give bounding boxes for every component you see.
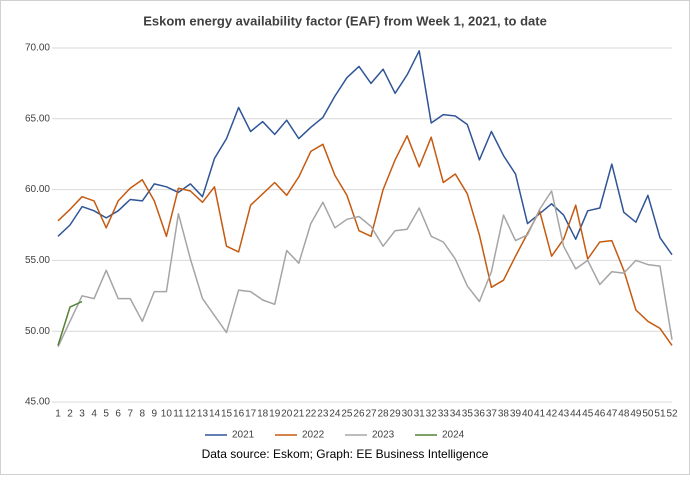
x-tick-label: 43 [558,409,570,420]
x-tick-label: 22 [305,409,317,420]
x-tick-label: 21 [293,409,305,420]
x-tick-label: 52 [666,409,678,420]
legend-label: 2021 [232,430,255,441]
y-tick-label: 65.00 [25,113,50,124]
x-tick-label: 6 [115,409,121,420]
x-tick-label: 14 [209,409,221,420]
x-tick-label: 49 [630,409,642,420]
x-tick-label: 17 [245,409,257,420]
x-tick-label: 46 [594,409,606,420]
x-tick-label: 18 [257,409,269,420]
x-tick-label: 45 [582,409,594,420]
y-tick-label: 50.00 [25,326,50,337]
x-tick-label: 3 [79,409,85,420]
x-tick-label: 23 [317,409,329,420]
y-tick-label: 60.00 [25,184,50,195]
x-tick-label: 8 [139,409,145,420]
chart-title: Eskom energy availability factor (EAF) f… [143,13,547,28]
series-line [57,50,673,256]
legend-label: 2023 [372,430,395,441]
x-tick-label: 26 [353,409,365,420]
x-tick-label: 44 [570,409,582,420]
x-tick-label: 7 [127,409,133,420]
x-tick-label: 4 [91,409,97,420]
x-tick-label: 20 [281,409,293,420]
x-tick-label: 2 [67,409,73,420]
x-tick-label: 50 [642,409,654,420]
x-tick-label: 12 [185,409,197,420]
series-line [57,300,83,346]
x-tick-label: 30 [402,409,414,420]
x-tick-label: 42 [546,409,558,420]
x-tick-label: 29 [390,409,402,420]
x-tick-label: 5 [103,409,109,420]
x-tick-label: 32 [426,409,438,420]
x-tick-label: 35 [462,409,474,420]
x-tick-label: 34 [450,409,462,420]
x-tick-label: 28 [377,409,389,420]
source-note: Data source: Eskom; Graph: EE Business I… [202,447,489,461]
x-tick-label: 19 [269,409,281,420]
legend-label: 2022 [302,430,325,441]
x-tick-label: 11 [173,409,184,420]
x-tick-label: 31 [414,409,426,420]
x-tick-label: 40 [522,409,534,420]
x-tick-label: 47 [606,409,618,420]
x-tick-label: 48 [618,409,630,420]
series-line [57,135,673,346]
x-tick-label: 9 [152,409,158,420]
x-tick-label: 25 [341,409,353,420]
x-tick-label: 16 [233,409,245,420]
x-tick-label: 36 [474,409,486,420]
x-tick-label: 33 [438,409,450,420]
legend-label: 2024 [442,430,465,441]
x-tick-label: 13 [197,409,209,420]
x-tick-label: 41 [534,409,546,420]
y-tick-label: 70.00 [25,43,50,54]
x-tick-label: 24 [329,409,341,420]
x-tick-label: 38 [498,409,510,420]
x-tick-label: 27 [365,409,377,420]
series-line [57,190,673,348]
x-tick-label: 10 [161,409,173,420]
x-tick-label: 51 [654,409,666,420]
x-tick-label: 39 [510,409,522,420]
x-tick-label: 15 [221,409,233,420]
y-tick-label: 55.00 [25,255,50,266]
x-tick-label: 1 [55,409,61,420]
y-tick-label: 45.00 [25,397,50,408]
x-tick-label: 37 [486,409,498,420]
